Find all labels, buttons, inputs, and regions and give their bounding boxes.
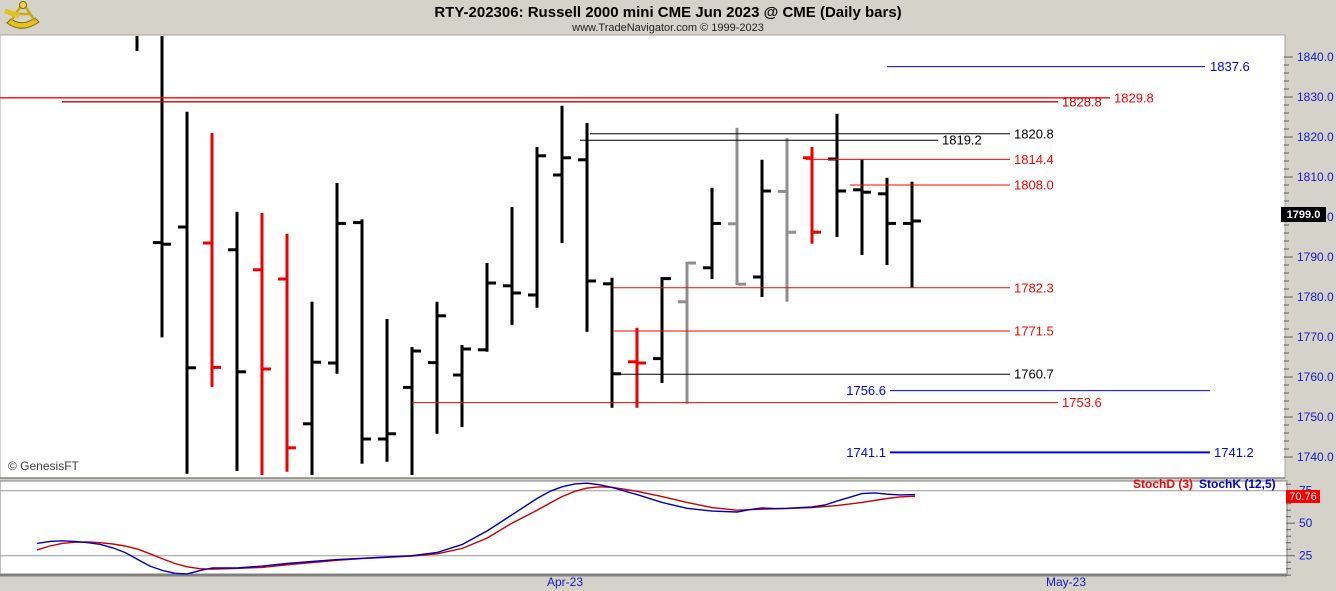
stochd-legend: StochD (3)	[1133, 477, 1193, 491]
chart-text-label: 1820.8	[1014, 126, 1054, 141]
x-axis-label-apr: Apr-23	[546, 575, 584, 589]
ohlc-bar	[153, 36, 171, 338]
ohlc-bar	[303, 301, 321, 475]
ohlc-bar	[553, 105, 571, 243]
main-price-pane	[0, 34, 1286, 479]
ohlc-bar	[628, 327, 646, 408]
ohlc-bar	[528, 147, 546, 308]
ohlc-bars-group	[135, 36, 921, 475]
ohlc-bar	[703, 187, 721, 279]
ohlc-bar	[453, 345, 471, 427]
chart-text-label: 1740.0	[1297, 450, 1334, 464]
ohlc-bar	[778, 138, 796, 302]
chart-text-label: 1756.6	[846, 383, 886, 398]
chart-text-label: 1771.5	[1014, 324, 1054, 339]
ohlc-bar	[203, 133, 221, 387]
chart-text-label: 1829.8	[1114, 90, 1154, 105]
ohlc-bar	[728, 127, 746, 286]
chart-text-label: 1782.3	[1014, 280, 1054, 295]
chart-text-label: 1741.2	[1214, 445, 1254, 460]
chart-text-label: 50	[1299, 516, 1313, 530]
chart-text-label: 1820.0	[1297, 130, 1334, 144]
ohlc-bar	[253, 213, 271, 475]
ohlc-bar	[428, 301, 446, 434]
ohlc-bar	[753, 159, 771, 297]
ohlc-bar	[803, 147, 821, 244]
chart-text-label: 1760.7	[1014, 367, 1054, 382]
chart-text-label: 25	[1299, 549, 1313, 563]
ohlc-bar	[578, 123, 596, 332]
ohlc-bar	[478, 263, 496, 352]
ohlc-bar	[503, 207, 521, 325]
ohlc-bar	[678, 261, 696, 404]
chart-text-label: 1780.0	[1297, 290, 1334, 304]
ohlc-bar	[228, 211, 246, 471]
x-axis-label-may: May-23	[1045, 575, 1086, 589]
chart-text-label: 1819.2	[942, 133, 982, 148]
chart-header: RTY-202306: Russell 2000 mini CME Jun 20…	[0, 0, 1336, 34]
genesis-watermark: © GenesisFT	[8, 459, 79, 473]
ohlc-bar	[403, 347, 421, 475]
ohlc-bar	[328, 183, 346, 374]
chart-text-label: 1810.0	[1297, 170, 1334, 184]
last-price-badge: 1799.0	[1281, 207, 1326, 222]
chart-text-label: 1760.0	[1297, 370, 1334, 384]
ohlc-bar	[178, 111, 196, 474]
chart-text-label: 1770.0	[1297, 330, 1334, 344]
ohlc-bar	[853, 159, 871, 255]
chart-subtitle: www.TradeNavigator.com © 1999-2023	[572, 22, 764, 34]
chart-text-label: 1828.8	[1062, 94, 1102, 109]
stochastic-pane	[0, 480, 1288, 575]
chart-text-label: 1753.6	[1062, 395, 1102, 410]
chart-text-label: 1750.0	[1297, 410, 1334, 424]
ohlc-bar	[378, 319, 396, 462]
chart-text-label: 1814.4	[1014, 152, 1054, 167]
stoch-value-badge: 70.76	[1286, 490, 1320, 503]
ohlc-bar	[653, 277, 671, 383]
chart-text-label: 1840.0	[1297, 50, 1334, 64]
ohlc-bar	[278, 233, 296, 472]
chart-title: RTY-202306: Russell 2000 mini CME Jun 20…	[434, 4, 902, 21]
ohlc-bar	[878, 177, 896, 265]
stochk-legend: StochK (12,5)	[1199, 477, 1276, 491]
ohlc-bar	[353, 219, 371, 464]
chart-text-label: 1808.0	[1014, 178, 1054, 193]
chart-text-label: 1837.6	[1210, 59, 1250, 74]
chart-text-label: 1790.0	[1297, 250, 1334, 264]
sextant-logo	[2, 0, 42, 39]
chart-text-label: 1830.0	[1297, 90, 1334, 104]
stochk-line	[36, 482, 916, 575]
chart-text-label: 1741.1	[846, 445, 886, 460]
ohlc-bar	[603, 277, 621, 408]
ohlc-bar	[903, 181, 921, 288]
